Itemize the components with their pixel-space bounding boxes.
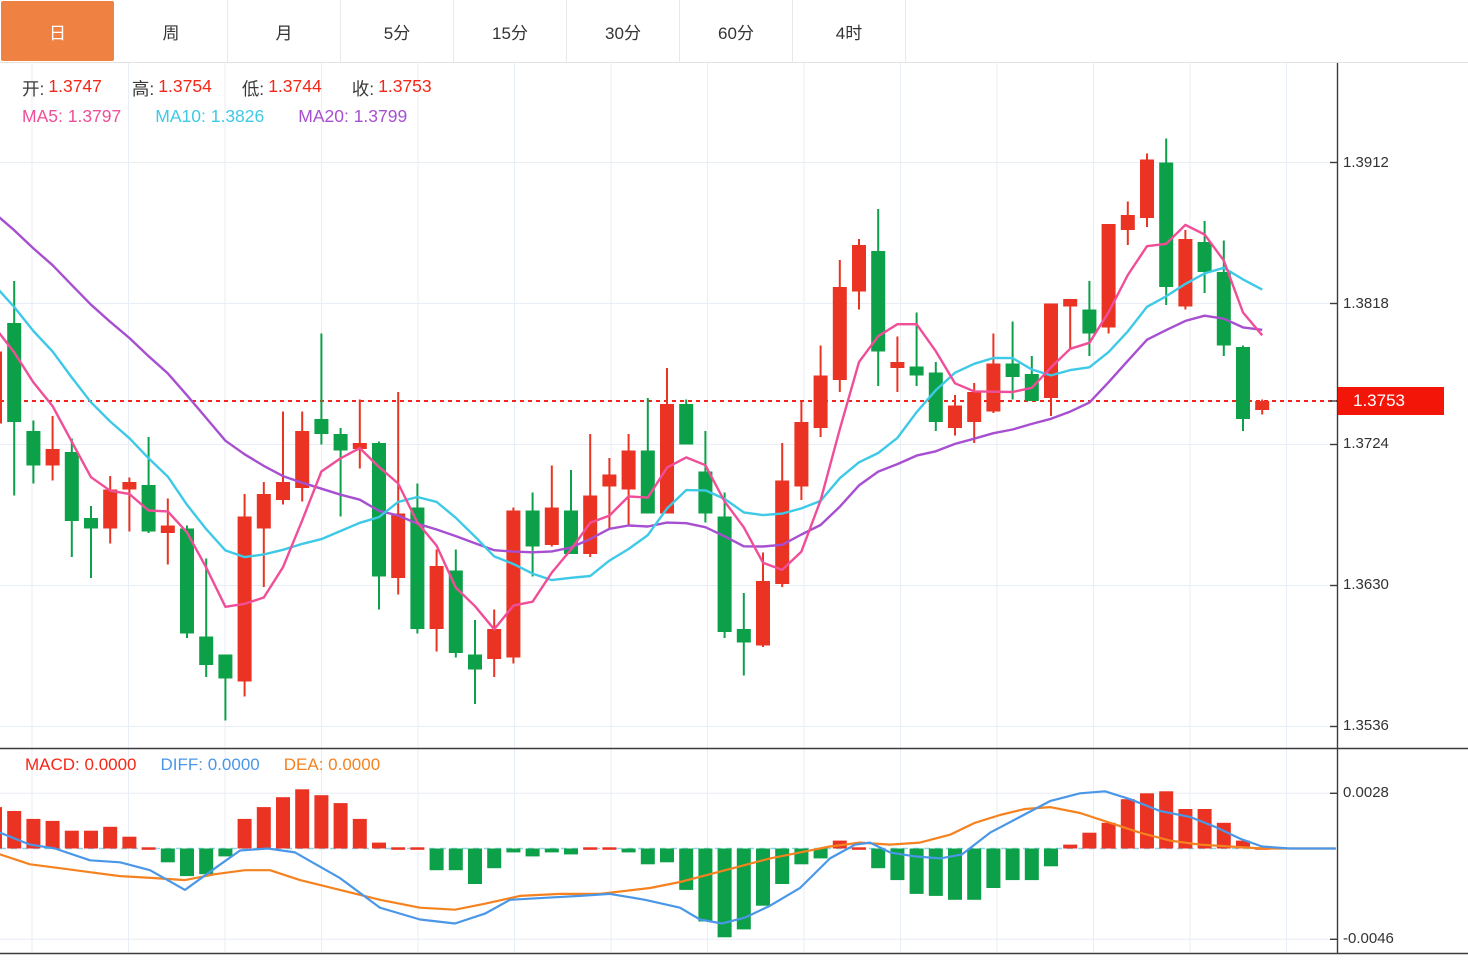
tab-60min[interactable]: 60分: [680, 0, 793, 62]
macd-tick-2: -0.0046: [1343, 930, 1394, 947]
tab-monthly[interactable]: 月: [228, 0, 341, 62]
tab-daily[interactable]: 日: [1, 1, 114, 61]
tab-5min[interactable]: 5分: [341, 0, 454, 62]
tab-4hour[interactable]: 4时: [793, 0, 906, 62]
timeframe-tabbar: 日 周 月 5分 15分 30分 60分 4时: [0, 0, 1468, 63]
current-price-badge: 1.3753: [1338, 387, 1444, 415]
price-tick-4: 1.3630: [1343, 576, 1389, 593]
macd-tick-1: 0.0028: [1343, 784, 1389, 801]
price-tick-1: 1.3912: [1343, 154, 1389, 171]
price-tick-5: 1.3536: [1343, 717, 1389, 734]
tab-weekly[interactable]: 周: [115, 0, 228, 62]
price-tick-2: 1.3818: [1343, 295, 1389, 312]
tab-30min[interactable]: 30分: [567, 0, 680, 62]
price-tick-3: 1.3724: [1343, 435, 1389, 452]
tab-15min[interactable]: 15分: [454, 0, 567, 62]
